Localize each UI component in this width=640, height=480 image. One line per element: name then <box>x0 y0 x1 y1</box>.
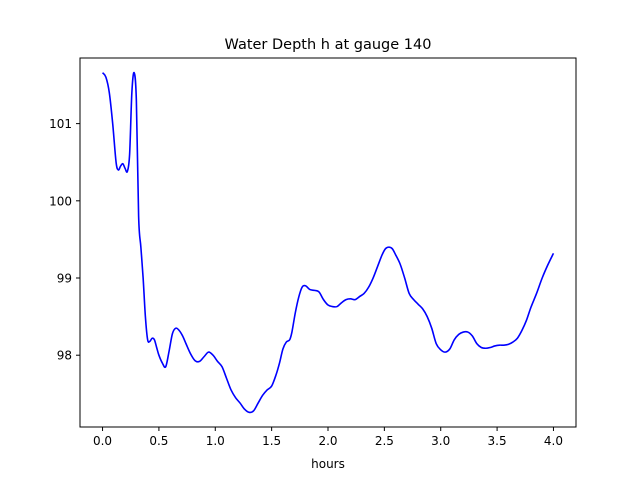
y-tick-label: 99 <box>57 272 72 286</box>
y-tick-label: 98 <box>57 349 72 363</box>
x-tick-label: 2.0 <box>318 434 337 448</box>
x-tick-label: 0.0 <box>93 434 112 448</box>
x-tick-label: 0.5 <box>149 434 168 448</box>
plot-area: 0.0 0.5 1.0 1.5 2.0 2.5 3.0 3.5 4.0 98 99 100 101 <box>49 57 577 448</box>
x-tick-label: 1.0 <box>206 434 225 448</box>
x-axis-label: hours <box>311 457 345 471</box>
x-tick-label: 4.0 <box>544 434 563 448</box>
x-ticks: 0.0 0.5 1.0 1.5 2.0 2.5 3.0 3.5 4.0 <box>93 427 563 448</box>
y-tick-label: 101 <box>49 117 72 131</box>
x-tick-label: 3.5 <box>488 434 507 448</box>
x-tick-label: 3.0 <box>431 434 450 448</box>
y-ticks: 98 99 100 101 <box>49 117 80 363</box>
series-layer <box>101 71 555 414</box>
y-tick-label: 100 <box>49 194 72 208</box>
axes-background <box>80 58 576 427</box>
x-tick-label: 2.5 <box>375 434 394 448</box>
chart-title: Water Depth h at gauge 140 <box>225 37 432 53</box>
x-tick-label: 1.5 <box>262 434 281 448</box>
series-line-0 <box>101 71 555 414</box>
